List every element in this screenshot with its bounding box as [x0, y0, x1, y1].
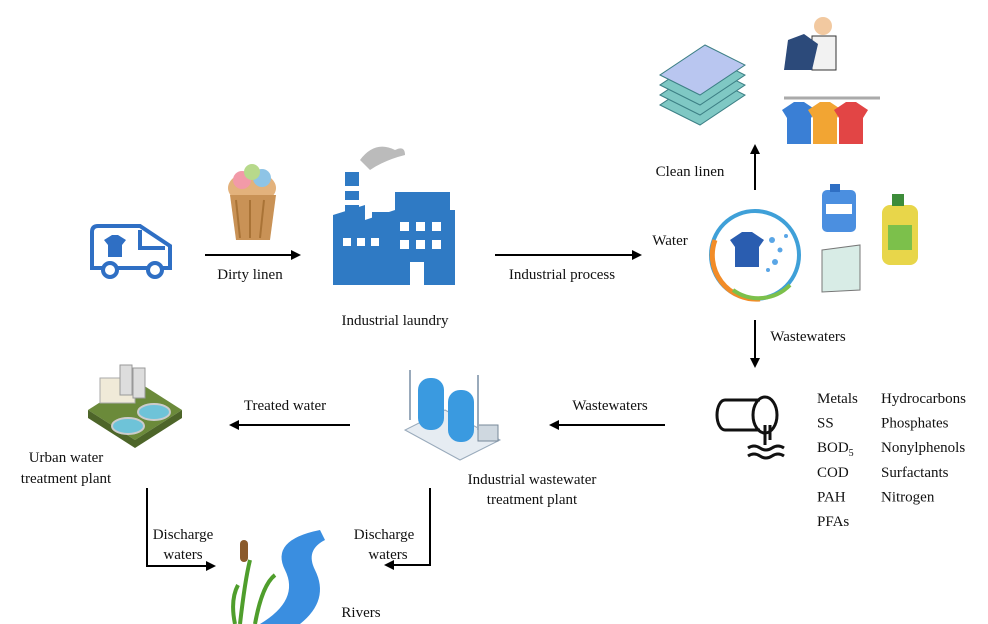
pollutant-name: BOD	[817, 440, 849, 456]
edge-label: Dirty linen	[217, 267, 283, 283]
washing-icon	[711, 211, 799, 299]
pollutant-list: MetalsSSBOD5CODPAHPFAsHydrocarbonsPhosph…	[817, 391, 966, 530]
laundry-basket-icon	[228, 164, 276, 240]
edge-label: waters	[368, 547, 407, 563]
node-label: treatment plant	[21, 471, 112, 487]
pollutant: BOD5	[817, 440, 854, 459]
clean-linen-icons	[660, 17, 880, 144]
pollutant: COD	[817, 465, 849, 481]
edge-label: Industrial process	[509, 267, 615, 283]
node-label: Industrial wastewater	[468, 472, 597, 488]
industrial-plant-icon	[405, 370, 500, 460]
urban-plant-icon	[88, 365, 182, 448]
edge-label: Clean linen	[656, 164, 725, 180]
pollutant: Nitrogen	[881, 489, 935, 505]
node-label: Rivers	[341, 605, 380, 621]
edge-label: waters	[163, 547, 202, 563]
pollutant: Phosphates	[881, 416, 949, 432]
pipe-icon	[717, 397, 784, 458]
detergent-icons	[822, 184, 918, 292]
river-icon	[233, 530, 325, 624]
pollutant-subscript: 5	[849, 448, 854, 459]
pollutant: SS	[817, 416, 834, 432]
pollutant: PAH	[817, 489, 846, 505]
pollutant: PFAs	[817, 514, 849, 530]
node-label: Urban water	[29, 450, 104, 466]
edge-label: Wastewaters	[770, 329, 846, 345]
edge-label: Wastewaters	[572, 398, 648, 414]
pollutant: Hydrocarbons	[881, 391, 966, 407]
van-icon	[92, 226, 170, 277]
pollutant: Nonylphenols	[881, 440, 965, 456]
diagram: Dirty linen Industrial laundry Industria…	[0, 0, 988, 624]
pollutant: Metals	[817, 391, 858, 407]
node-label: Industrial laundry	[341, 313, 449, 329]
pollutant: Surfactants	[881, 465, 949, 481]
factory-icon	[333, 147, 455, 285]
node-label: treatment plant	[487, 492, 578, 508]
edge-label: Discharge	[354, 527, 415, 543]
node-label: Water	[652, 233, 687, 249]
edge-label: Treated water	[244, 398, 326, 414]
edge-label: Discharge	[153, 527, 214, 543]
